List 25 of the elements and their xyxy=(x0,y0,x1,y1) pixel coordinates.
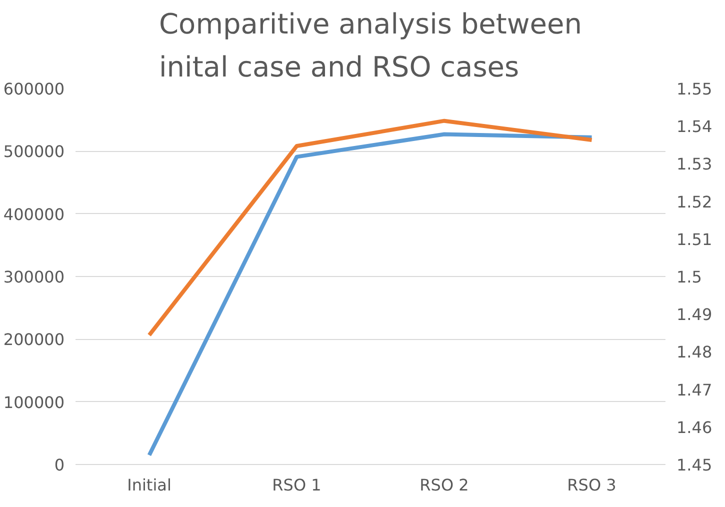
line-series xyxy=(147,118,594,338)
y-tick-label: 200000 xyxy=(3,330,64,350)
y-tick-label: 0 xyxy=(54,456,65,474)
y-tick-label: 300000 xyxy=(3,268,64,286)
x-tick-label: RSO 3 xyxy=(567,476,616,494)
y-tick-label: 400000 xyxy=(3,204,64,224)
x-tick-label: Initial xyxy=(127,476,172,494)
y2-tick-label: 1.54 xyxy=(676,117,712,136)
y2-tick-label: 1.52 xyxy=(676,192,712,212)
y2-tick-label: 1.46 xyxy=(676,418,712,437)
x-tick-label: RSO 2 xyxy=(420,476,469,494)
line-series xyxy=(147,132,594,458)
y-tick-label: 100000 xyxy=(3,392,64,412)
y-tick-label: 600000 xyxy=(3,80,64,98)
y-tick-label: 500000 xyxy=(3,142,64,162)
chart-title: Comparitive analysis between inital case and RSO cases xyxy=(159,8,582,84)
y2-tick-label: 1.48 xyxy=(676,342,712,362)
y2-tick-label: 1.47 xyxy=(676,380,712,400)
y2-tick-label: 1.49 xyxy=(676,305,712,324)
y2-tick-label: 1.5 xyxy=(676,268,702,286)
x-tick-label: RSO 1 xyxy=(272,476,322,494)
y2-tick-label: 1.53 xyxy=(676,154,712,174)
y2-tick-label: 1.55 xyxy=(676,80,712,98)
y2-tick-label: 1.51 xyxy=(676,230,712,249)
y2-tick-label: 1.45 xyxy=(676,456,712,474)
